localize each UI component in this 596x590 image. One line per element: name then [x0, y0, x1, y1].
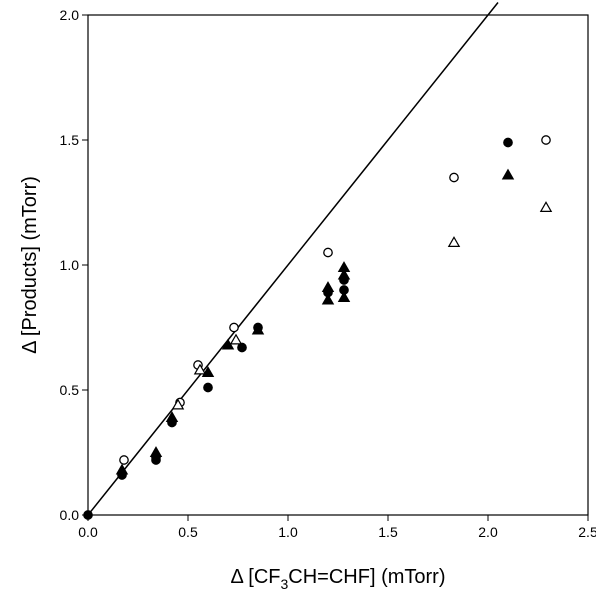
open-triangle-point	[539, 201, 553, 212]
open-triangle-point	[447, 236, 461, 247]
x-tick-label: 1.5	[378, 524, 398, 540]
x-tick-label: 1.0	[278, 524, 298, 540]
open-circle-point	[229, 322, 239, 333]
open-triangle-point	[171, 398, 185, 410]
y-tick-label: 0.0	[60, 507, 80, 523]
y-tick-label: 2.0	[60, 7, 80, 23]
open-circle-point	[541, 135, 551, 145]
x-axis-ticks: 0.0 0.5 1.0 1.5 2.0 2.5	[78, 515, 596, 540]
data-markers	[83, 135, 553, 520]
y-axis-ticks: 0.0 0.5 1.0 1.5 2.0	[60, 7, 88, 523]
x-tick-label: 0.5	[178, 524, 198, 540]
x-axis-title: Δ [CF3CH=CHF] (mTorr)	[230, 566, 445, 590]
filled-triangle-point	[321, 281, 335, 292]
open-circle-point	[449, 172, 459, 183]
filled-circle-point	[237, 342, 247, 353]
x-tick-label: 2.5	[578, 524, 596, 540]
filled-circle-point	[151, 455, 161, 465]
x-tick-label: 0.0	[78, 524, 98, 540]
x-axis-title-prefix: Δ [CF	[230, 566, 280, 588]
filled-circle-point	[503, 137, 513, 148]
filled-triangle-point	[165, 411, 179, 422]
plot-area	[83, 2, 589, 520]
y-tick-label: 0.5	[60, 382, 80, 398]
open-triangle-point	[229, 333, 243, 345]
filled-triangle-point	[149, 446, 163, 457]
x-tick-label: 2.0	[478, 524, 498, 540]
filled-triangle-point	[115, 463, 129, 475]
open-triangle-point	[193, 363, 207, 375]
y-axis-title: Δ [Products] (mTorr)	[19, 176, 41, 354]
filled-triangle-point	[337, 268, 351, 280]
x-axis-title-subscript: 3	[281, 576, 289, 590]
reference-line	[87, 2, 499, 516]
x-axis-title-suffix: CH=CHF] (mTorr)	[288, 566, 445, 588]
y-tick-label: 1.5	[60, 132, 80, 148]
open-circle-point	[323, 247, 333, 258]
plot-frame	[87, 14, 589, 516]
filled-triangle-point	[321, 293, 335, 305]
filled-triangle-point	[501, 168, 515, 180]
filled-triangle-point	[337, 291, 351, 302]
y-tick-label: 1.0	[60, 257, 80, 273]
filled-triangle-point	[251, 323, 265, 335]
filled-circle-point	[203, 382, 213, 393]
reference-lines	[87, 2, 499, 516]
open-circle-point	[119, 455, 129, 465]
